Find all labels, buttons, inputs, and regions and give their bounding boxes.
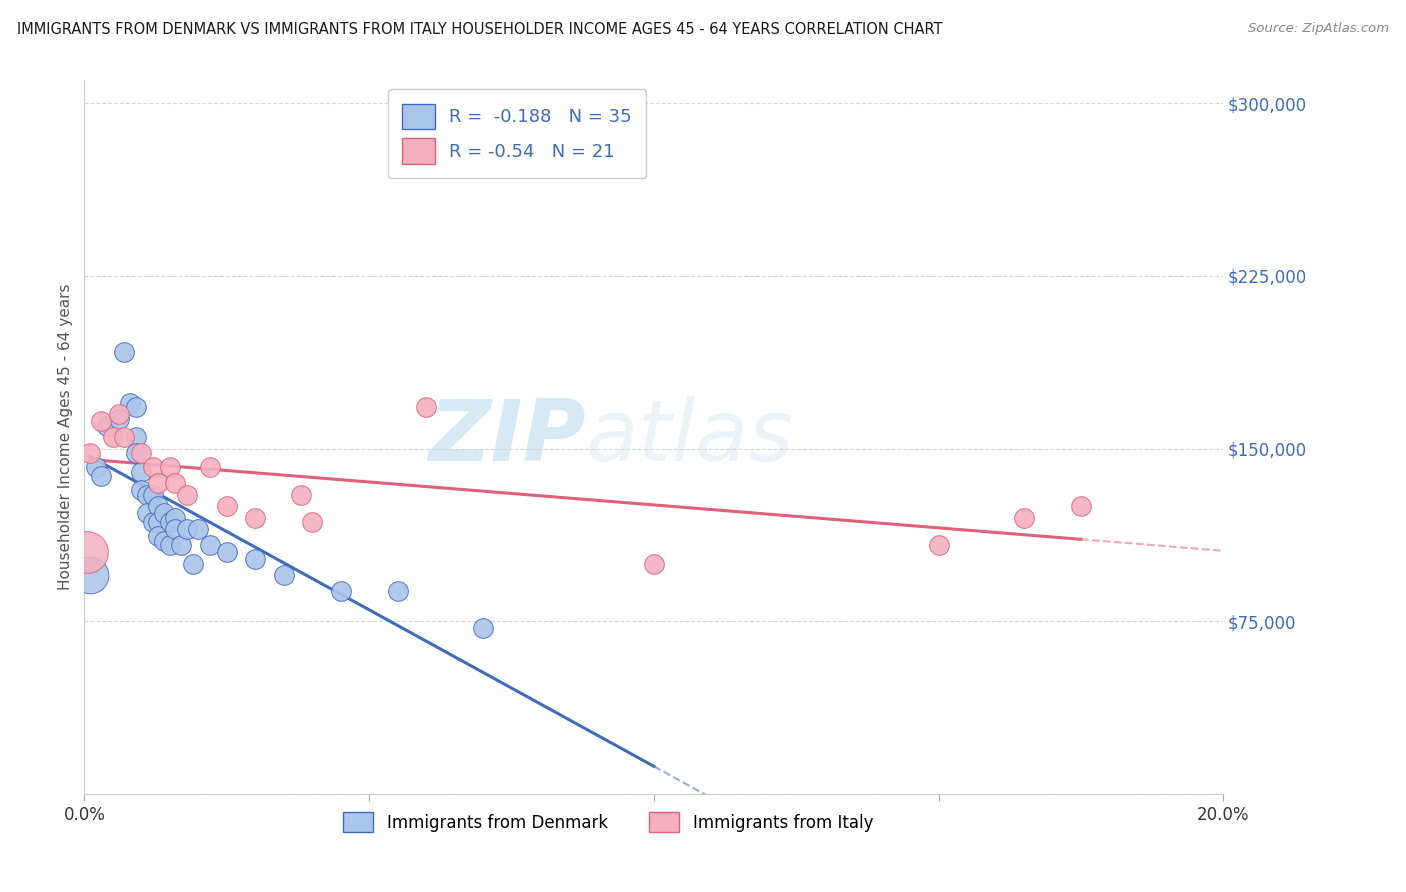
Point (79, 568, 101, 582)
Point (124, 446, 146, 460)
Point (301, 515, 323, 529)
Point (159, 538, 181, 552)
Point (273, 568, 295, 582)
Point (176, 488, 198, 502)
Point (112, 430, 135, 444)
Text: ZIP: ZIP (427, 395, 585, 479)
Point (928, 538, 950, 552)
Point (90, 414, 112, 428)
Point (1012, 510, 1035, 524)
Text: atlas: atlas (585, 395, 793, 479)
Point (84, 460, 107, 475)
Point (170, 538, 193, 552)
Point (107, 411, 129, 425)
Point (215, 499, 238, 513)
Point (1070, 499, 1092, 513)
Point (165, 476, 187, 491)
Point (159, 515, 181, 529)
Point (148, 499, 170, 513)
Point (415, 400, 437, 414)
Legend: Immigrants from Denmark, Immigrants from Italy: Immigrants from Denmark, Immigrants from… (336, 805, 880, 839)
Point (290, 488, 312, 502)
Point (643, 557, 665, 571)
Point (124, 430, 146, 444)
Point (101, 430, 124, 444)
Point (142, 488, 165, 502)
Point (131, 465, 153, 479)
Point (472, 621, 495, 635)
Point (79, 446, 101, 460)
Point (112, 345, 135, 359)
Point (107, 407, 129, 421)
Point (90, 469, 112, 483)
Point (76, 545, 98, 559)
Point (181, 557, 204, 571)
Point (245, 552, 267, 566)
Point (159, 460, 181, 475)
Point (245, 510, 267, 524)
Point (148, 529, 170, 543)
Text: IMMIGRANTS FROM DENMARK VS IMMIGRANTS FROM ITALY HOUSEHOLDER INCOME AGES 45 - 64: IMMIGRANTS FROM DENMARK VS IMMIGRANTS FR… (17, 22, 942, 37)
Point (124, 400, 146, 414)
Point (148, 476, 170, 491)
Point (198, 538, 221, 552)
Point (187, 522, 209, 536)
Point (96, 418, 118, 433)
Point (131, 483, 153, 497)
Point (329, 584, 352, 599)
Point (165, 510, 187, 524)
Point (387, 584, 409, 599)
Point (198, 460, 221, 475)
Point (165, 522, 187, 536)
Point (148, 515, 170, 529)
Point (176, 522, 198, 536)
Point (215, 545, 238, 559)
Text: Source: ZipAtlas.com: Source: ZipAtlas.com (1249, 22, 1389, 36)
Point (136, 506, 159, 520)
Y-axis label: Householder Income Ages 45 - 64 years: Householder Income Ages 45 - 64 years (58, 284, 73, 591)
Point (153, 533, 176, 548)
Point (118, 395, 141, 409)
Point (131, 446, 153, 460)
Point (153, 506, 176, 520)
Point (142, 515, 165, 529)
Point (142, 460, 165, 475)
Point (136, 488, 159, 502)
